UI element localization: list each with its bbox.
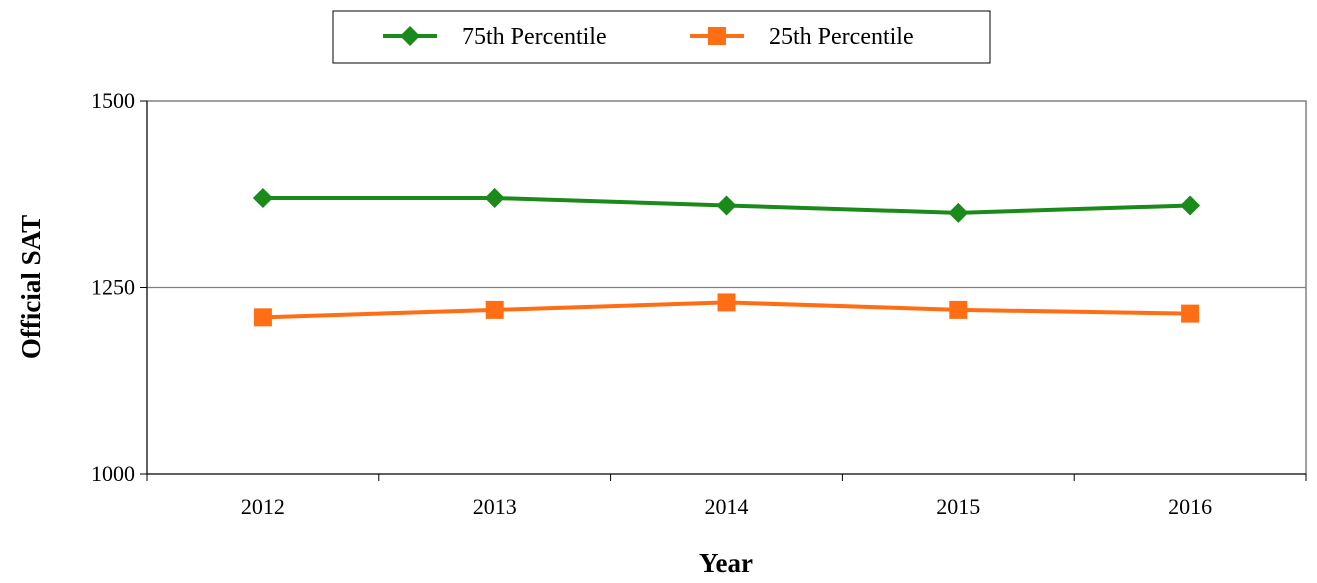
legend-marker: [708, 27, 726, 45]
legend-entry: 75th Percentile: [383, 24, 607, 50]
y-tick-label: 1000: [91, 461, 135, 486]
data-point: [253, 308, 272, 327]
data-point: [948, 202, 969, 223]
x-tick-label: 2013: [473, 494, 517, 519]
legend: 75th Percentile 25th Percentile: [332, 10, 991, 64]
plot-area: [140, 100, 1307, 481]
x-tick-label: 2014: [705, 494, 749, 519]
legend-label: 25th Percentile: [769, 24, 914, 50]
x-tick-label: 2012: [241, 494, 285, 519]
series-75th-percentile: [252, 187, 1201, 223]
x-tick-label: 2016: [1168, 494, 1212, 519]
y-tick-label: 1250: [91, 275, 135, 300]
data-point: [717, 293, 736, 312]
data-point: [949, 300, 968, 319]
data-point: [1181, 304, 1200, 323]
y-tick-label: 1500: [91, 88, 135, 113]
data-point: [716, 195, 737, 216]
data-point: [252, 187, 273, 208]
legend-marker: [400, 26, 420, 46]
series-25th-percentile: [253, 293, 1200, 327]
y-axis-title: Official SAT: [16, 215, 46, 359]
x-tick-label: 2015: [936, 494, 980, 519]
data-point: [1180, 195, 1201, 216]
legend-entry: 25th Percentile: [690, 24, 914, 50]
data-point: [485, 300, 504, 319]
x-axis-title: Year: [699, 548, 753, 578]
legend-box: [332, 10, 991, 64]
legend-label: 75th Percentile: [462, 24, 607, 50]
data-point: [484, 187, 505, 208]
